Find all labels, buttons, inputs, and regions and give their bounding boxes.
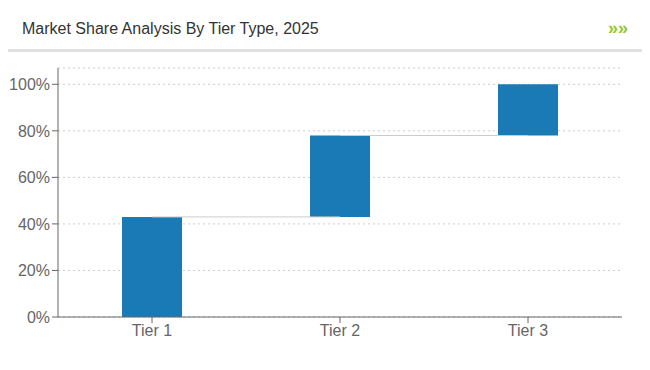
- svg-text:60%: 60%: [18, 169, 50, 186]
- html-text:Market Share Analysis By Tier: Market Share Analysis By Tier Type, 2025: [22, 19, 319, 37]
- svg-text:80%: 80%: [18, 123, 50, 140]
- svg-text:40%: 40%: [18, 216, 50, 233]
- svg-text:Tier 1: Tier 1: [132, 322, 172, 339]
- svg-text:Tier 2: Tier 2: [320, 322, 360, 339]
- svg-text:Tier 3: Tier 3: [508, 322, 548, 339]
- svg-text:100%: 100%: [9, 76, 50, 93]
- svg-text:20%: 20%: [18, 262, 50, 279]
- svg-text:0%: 0%: [27, 309, 50, 326]
